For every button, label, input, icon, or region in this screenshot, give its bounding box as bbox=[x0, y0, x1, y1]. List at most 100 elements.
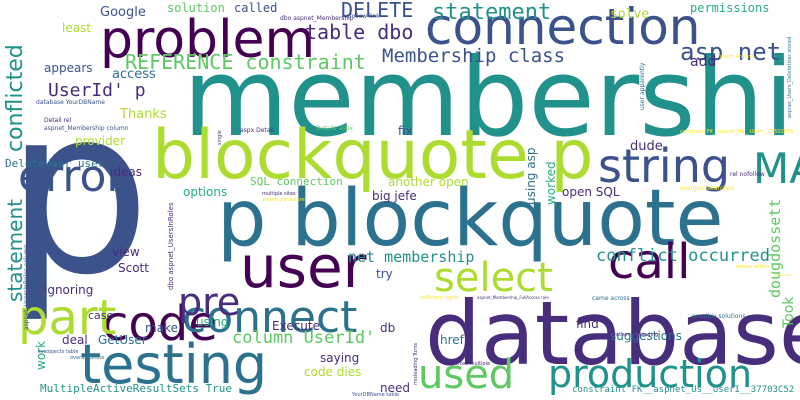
word-statement-vertical: statement bbox=[3, 199, 27, 302]
word-ideas: ideas bbox=[110, 165, 142, 179]
word-multipleactiveresultsets-true: MultipleActiveResultSets True bbox=[40, 382, 233, 395]
word-options: options bbox=[183, 185, 228, 199]
word-sufficient-rights: sufficient rights bbox=[420, 295, 459, 301]
word-took: Took bbox=[781, 296, 797, 328]
word-delete-user: delete user bbox=[774, 273, 791, 277]
word-work: work bbox=[34, 340, 48, 370]
word-seargles-searches: seargles searches bbox=[680, 185, 734, 192]
word-userid-p: UserId' p bbox=[48, 80, 146, 101]
word-table-dbo: table dbo bbox=[305, 20, 414, 44]
word-solve: solve bbox=[610, 7, 650, 22]
word-scott: Scott bbox=[118, 261, 149, 275]
word-membership: membership bbox=[183, 36, 800, 161]
word-connection: connection bbox=[425, 0, 701, 56]
word-stored-procedure: stored procedure bbox=[262, 197, 305, 203]
word-membership-class: Membership class bbox=[382, 45, 566, 67]
word-using: using bbox=[196, 315, 229, 329]
word-big-jefe: big jefe bbox=[372, 189, 417, 203]
word-used: used bbox=[418, 352, 515, 398]
word-code: code bbox=[102, 296, 218, 352]
word-part: part bbox=[18, 290, 117, 346]
word-conflicted: conflicted bbox=[3, 44, 28, 152]
word-dbo-aspnet-usersinroles: dbo aspnet_UsersInRoles bbox=[167, 202, 175, 290]
word-permissions: permissions bbox=[690, 1, 770, 15]
word-aspx-detail: aspx Detail bbox=[240, 127, 274, 134]
word-execute: Execute bbox=[272, 319, 320, 333]
word-constraint-fk-users-1: constraint FK__aspnet_Us__UserI__37703C5… bbox=[572, 385, 795, 395]
word-details-within: details within bbox=[736, 264, 770, 270]
word-deal: deal bbox=[62, 333, 88, 347]
word-open-sql: open SQL bbox=[562, 185, 620, 199]
word-dbo-aspnet-membership: dbo aspnet_Membership bbox=[280, 15, 354, 22]
word-another-open: another open bbox=[388, 175, 469, 189]
word-aspnet-users-deleteuser-stored: aspnet_Users_DeleteUser stored bbox=[787, 36, 793, 118]
word-pre: pre bbox=[178, 280, 241, 324]
word-database-yourdbname: database YourDBName bbox=[36, 99, 105, 106]
word-multiple-sites: multiple sites bbox=[262, 191, 296, 197]
word-connect: connect bbox=[182, 292, 358, 343]
word-try: try bbox=[376, 267, 393, 281]
word-view: view bbox=[112, 245, 140, 259]
word-ignoring: ignoring bbox=[44, 283, 94, 297]
word-suggestions: suggestions bbox=[610, 329, 682, 343]
word-delete: DELETE bbox=[341, 0, 414, 22]
word-aspnet-membership-column: aspnet_Membership column bbox=[44, 125, 129, 132]
word-column-userid: column UserId' bbox=[232, 328, 376, 348]
word-detail-rel: Detail rel bbox=[44, 117, 72, 124]
word-need: need bbox=[380, 381, 410, 395]
word-dude: dude bbox=[630, 139, 663, 154]
word-possible-solutions: possible solutions bbox=[692, 313, 746, 320]
word-blockquote-p: blockquote p bbox=[152, 116, 594, 195]
word-worked: worked bbox=[544, 161, 558, 205]
word-find: find bbox=[576, 317, 599, 331]
word-sql-connection: SQL connection bbox=[250, 175, 343, 188]
word-statement: statement bbox=[432, 0, 552, 25]
word-solution: solution bbox=[167, 1, 225, 15]
word-yourdbname-table: YourDBName table bbox=[352, 392, 399, 398]
word-problem: problem bbox=[100, 10, 316, 70]
word-add: add bbox=[690, 54, 717, 70]
word-using-asp: using asp bbox=[524, 147, 538, 205]
word-details-aspx: Details aspx bbox=[316, 125, 353, 132]
word-across-multiple: across multiple bbox=[452, 361, 491, 367]
word-called: called bbox=[234, 1, 278, 15]
word-string: string bbox=[598, 139, 731, 193]
word-asp-net: asp net bbox=[680, 38, 782, 66]
word-least: least bbox=[62, 21, 92, 35]
word-testing: testing bbox=[80, 333, 268, 396]
word-conflict-occurred: conflict occurred bbox=[596, 246, 770, 266]
word-provider: provider bbox=[75, 134, 125, 148]
word-user-apparently: user apparently bbox=[639, 62, 646, 110]
word-fix: fix bbox=[398, 124, 413, 138]
word-db: db bbox=[380, 321, 396, 335]
word-rel-nofollow: rel nofollow bbox=[730, 171, 765, 178]
word-sysobjects-table: sysobjects table bbox=[38, 349, 79, 355]
word-database: database bbox=[425, 282, 800, 385]
word-overall-delete: overall delete bbox=[70, 355, 105, 361]
word-saying: saying bbox=[320, 351, 360, 365]
word-call: call bbox=[608, 234, 691, 290]
word-nofollow-link: nofollow link bbox=[342, 13, 380, 20]
word-net-membership: net membership bbox=[348, 248, 475, 266]
word-thanks: Thanks bbox=[120, 107, 167, 122]
word-user: user bbox=[240, 233, 367, 301]
word-aspnet-usersinroles-column: aspnet_UsersInRoles column bbox=[23, 244, 30, 330]
word-code-dies: code dies bbox=[304, 365, 362, 379]
word-case: case bbox=[88, 309, 114, 322]
word-aspnet-membership-fullaccess-role: aspnet_Membership_FullAccess role bbox=[477, 295, 549, 300]
word-p-blockquote: p blockquote bbox=[217, 174, 724, 264]
word-p: p bbox=[5, 59, 151, 326]
word-getuser: GetUser bbox=[98, 333, 147, 347]
word-much-anyone: much Anyone bbox=[720, 54, 755, 60]
word-rather-misleading: rather misleading bbox=[614, 332, 659, 338]
word-came-across: came across bbox=[592, 295, 630, 302]
word-error: error bbox=[18, 151, 125, 202]
word-google: Google bbox=[100, 5, 146, 20]
word-href: href bbox=[440, 333, 464, 347]
word-reference-constraint: REFERENCE constraint bbox=[125, 50, 366, 74]
word-single: single bbox=[217, 130, 223, 145]
word-access: access bbox=[112, 67, 156, 82]
word-dougdossett: dougdossett bbox=[766, 198, 784, 298]
word-make: make bbox=[145, 321, 178, 335]
